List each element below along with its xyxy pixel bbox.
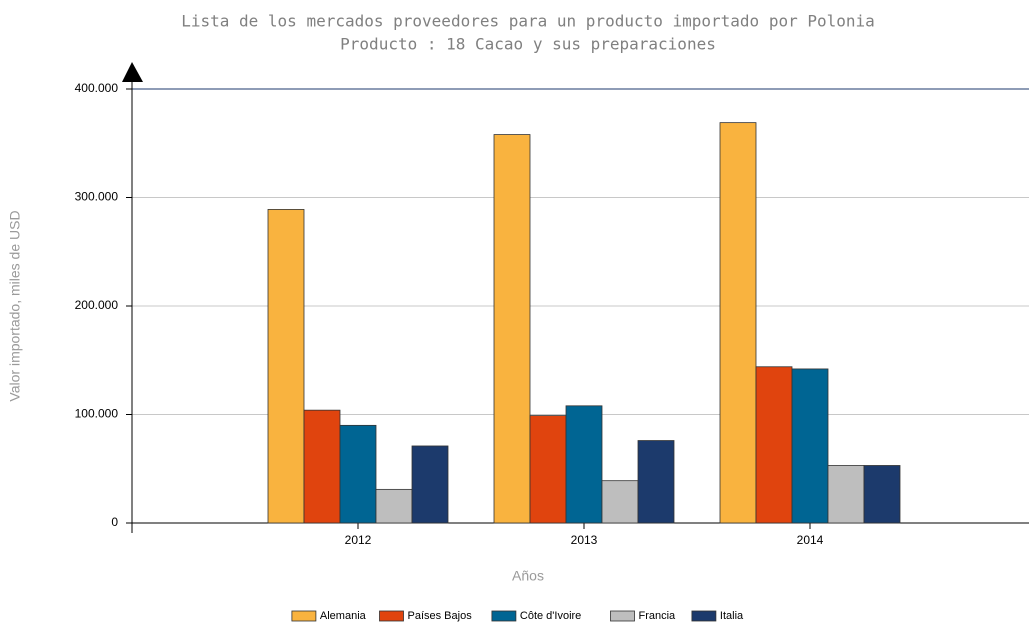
y-tick-label: 0 [111, 515, 118, 529]
y-tick-label: 400.000 [75, 81, 119, 95]
legend-label: Côte d'Ivoire [520, 610, 581, 622]
bar [791, 368, 829, 524]
x-tick-label: 2013 [571, 533, 598, 547]
bar [411, 445, 449, 524]
bar [719, 122, 757, 524]
legend-label: Alemania [320, 610, 367, 622]
bar [827, 465, 865, 524]
legend-swatch [379, 610, 404, 622]
bar [601, 480, 639, 524]
bar [565, 405, 603, 524]
bar [637, 440, 675, 524]
y-tick-label: 100.000 [75, 407, 119, 421]
y-tick-label: 300.000 [75, 190, 119, 204]
legend-label: Italia [720, 610, 744, 622]
x-axis-title: Años [512, 568, 544, 584]
chart-title: Lista de los mercados proveedores para u… [181, 12, 875, 31]
chart-subtitle: Producto : 18 Cacao y sus preparaciones [340, 35, 716, 54]
legend-label: Países Bajos [408, 610, 473, 622]
bar [755, 366, 793, 524]
y-axis-title: Valor importado, miles de USD [7, 210, 23, 401]
bar [303, 409, 341, 524]
x-tick-label: 2012 [345, 533, 372, 547]
bar [339, 424, 377, 524]
legend-swatch [291, 610, 317, 622]
bar [375, 488, 413, 524]
x-tick-label: 2014 [797, 533, 824, 547]
y-tick-label: 200.000 [75, 298, 119, 312]
legend-swatch [610, 610, 635, 622]
legend-label: Francia [639, 610, 677, 622]
legend-swatch [691, 610, 717, 622]
legend-swatch [491, 610, 517, 622]
legend: Alemania Países Bajos Côte d'Ivoire Francia… [291, 610, 744, 622]
bar [493, 134, 531, 524]
bar [529, 415, 567, 524]
bar [267, 209, 305, 524]
bar [863, 465, 901, 524]
